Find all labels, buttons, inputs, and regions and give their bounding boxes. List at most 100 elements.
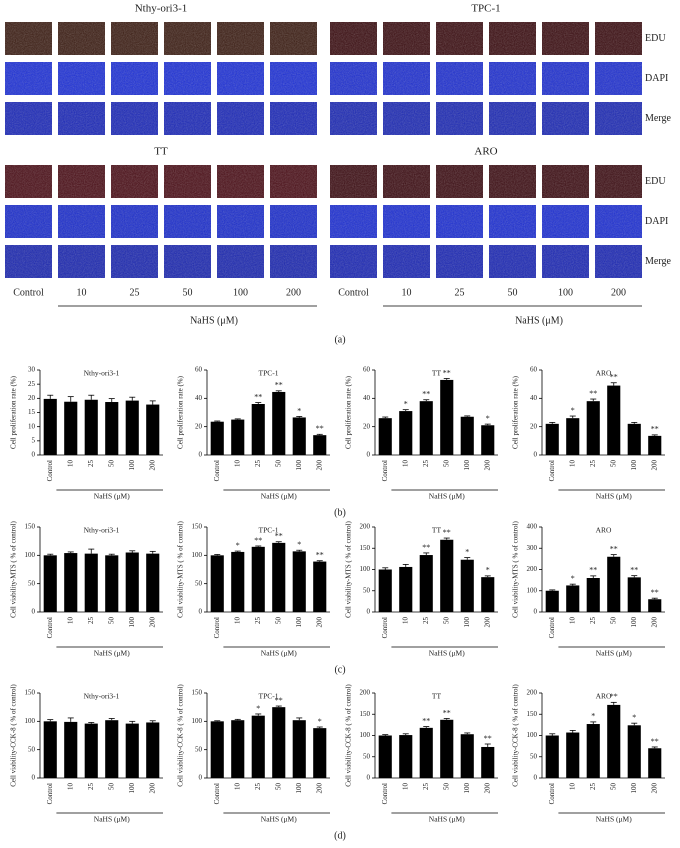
x-tick-label: 10 xyxy=(568,460,576,468)
micrograph-texture xyxy=(436,245,483,278)
x-tick-label: 100 xyxy=(630,460,638,471)
y-axis-label: Cell viability-MTS ( % of control) xyxy=(177,521,185,618)
y-tick-label: 0 xyxy=(367,608,371,616)
micrograph-texture xyxy=(164,62,211,95)
y-tick-label: 0 xyxy=(534,451,538,459)
y-tick-label: 200 xyxy=(360,523,371,531)
significance: ** xyxy=(443,368,451,377)
bar xyxy=(251,404,265,455)
x-tick-label: 10 xyxy=(233,617,241,625)
bar xyxy=(146,553,160,612)
column-label: 10 xyxy=(402,287,412,298)
x-tick-label: 200 xyxy=(148,617,156,628)
bar xyxy=(43,721,57,778)
x-tick-label: 25 xyxy=(589,617,597,625)
y-axis-label: Cell viability-MTS ( % of control) xyxy=(10,521,18,618)
x-tick-label: 50 xyxy=(107,617,115,625)
y-tick-label: 100 xyxy=(360,565,371,573)
y-tick-label: 0 xyxy=(534,608,538,616)
bar xyxy=(231,720,245,778)
x-tick-label: 50 xyxy=(442,783,450,791)
chart-title: TT xyxy=(432,526,442,535)
column-label: 10 xyxy=(77,287,87,298)
chart-title: TT xyxy=(432,692,442,701)
y-tick-label: 60 xyxy=(530,366,538,374)
significance: * xyxy=(486,414,490,423)
significance: ** xyxy=(316,424,324,433)
micrograph-texture xyxy=(217,165,264,198)
group-title: Nthy-ori3-1 xyxy=(135,3,188,15)
y-axis-label: Cell proliferation rate (%) xyxy=(177,375,185,449)
y-tick-label: 50 xyxy=(28,579,36,587)
significance: ** xyxy=(275,696,283,705)
significance: * xyxy=(404,399,408,408)
micrograph-texture xyxy=(595,245,642,278)
bar xyxy=(251,715,265,778)
bar xyxy=(627,423,641,455)
x-tick-label: 100 xyxy=(128,617,136,628)
bar xyxy=(627,577,641,612)
x-axis-label: NaHS (μM) xyxy=(94,649,130,658)
y-tick-label: 100 xyxy=(360,731,371,739)
micrograph-texture xyxy=(595,22,642,55)
x-axis-label: NaHS (μM) xyxy=(190,315,238,326)
significance: * xyxy=(236,541,240,550)
y-tick-label: 0 xyxy=(199,608,203,616)
bar xyxy=(481,577,495,612)
y-tick-label: 100 xyxy=(527,586,538,594)
x-tick-label: 100 xyxy=(463,460,471,471)
micrograph-texture xyxy=(489,62,536,95)
micrograph-texture xyxy=(383,245,430,278)
micrograph-texture xyxy=(270,205,317,238)
chart-title: ARO xyxy=(596,369,612,378)
bar xyxy=(84,399,98,455)
column-label: Control xyxy=(338,287,369,298)
x-tick-label: Control xyxy=(381,460,389,481)
y-axis-label: Cell viability-CCK-8 ( % of control) xyxy=(512,684,520,787)
y-tick-label: 0 xyxy=(199,451,203,459)
channel-label: Merge xyxy=(645,256,671,267)
chart-title: ARO xyxy=(596,692,612,701)
micrograph-texture xyxy=(164,245,211,278)
column-label: 25 xyxy=(130,287,140,298)
y-axis-label: Cell proliferation rate (%) xyxy=(10,375,18,449)
x-tick-label: 100 xyxy=(463,783,471,794)
micrograph-texture xyxy=(595,165,642,198)
x-tick-label: Control xyxy=(381,617,389,638)
micrograph-texture xyxy=(270,102,317,135)
significance: ** xyxy=(275,532,283,541)
chart-title: TPC-1 xyxy=(258,526,278,535)
bar xyxy=(105,402,119,455)
significance: * xyxy=(632,713,636,722)
x-axis-label: NaHS (μM) xyxy=(596,492,632,501)
x-tick-label: 50 xyxy=(609,617,617,625)
bar xyxy=(460,416,474,455)
x-axis-label: NaHS (μM) xyxy=(94,492,130,501)
y-tick-label: 10 xyxy=(28,422,36,430)
significance: * xyxy=(571,574,575,583)
x-tick-label: 200 xyxy=(483,460,491,471)
x-tick-label: 10 xyxy=(401,617,409,625)
bar xyxy=(460,734,474,778)
y-tick-label: 400 xyxy=(527,523,538,531)
micrograph-texture xyxy=(383,22,430,55)
micrograph-texture xyxy=(270,165,317,198)
bar xyxy=(146,722,160,778)
x-tick-label: 10 xyxy=(233,783,241,791)
micrograph-texture xyxy=(5,165,52,198)
micrograph-texture xyxy=(330,22,377,55)
x-axis-label: NaHS (μM) xyxy=(596,815,632,824)
significance: ** xyxy=(422,390,430,399)
bar xyxy=(378,735,392,778)
bar xyxy=(399,411,413,455)
bar xyxy=(481,746,495,778)
y-tick-label: 100 xyxy=(25,551,36,559)
x-tick-label: 10 xyxy=(66,460,74,468)
x-tick-label: 200 xyxy=(483,617,491,628)
x-tick-label: 50 xyxy=(609,783,617,791)
significance: * xyxy=(465,547,469,556)
micrograph-texture xyxy=(270,62,317,95)
y-tick-label: 200 xyxy=(527,689,538,697)
x-tick-label: 10 xyxy=(568,617,576,625)
bar xyxy=(64,401,78,455)
